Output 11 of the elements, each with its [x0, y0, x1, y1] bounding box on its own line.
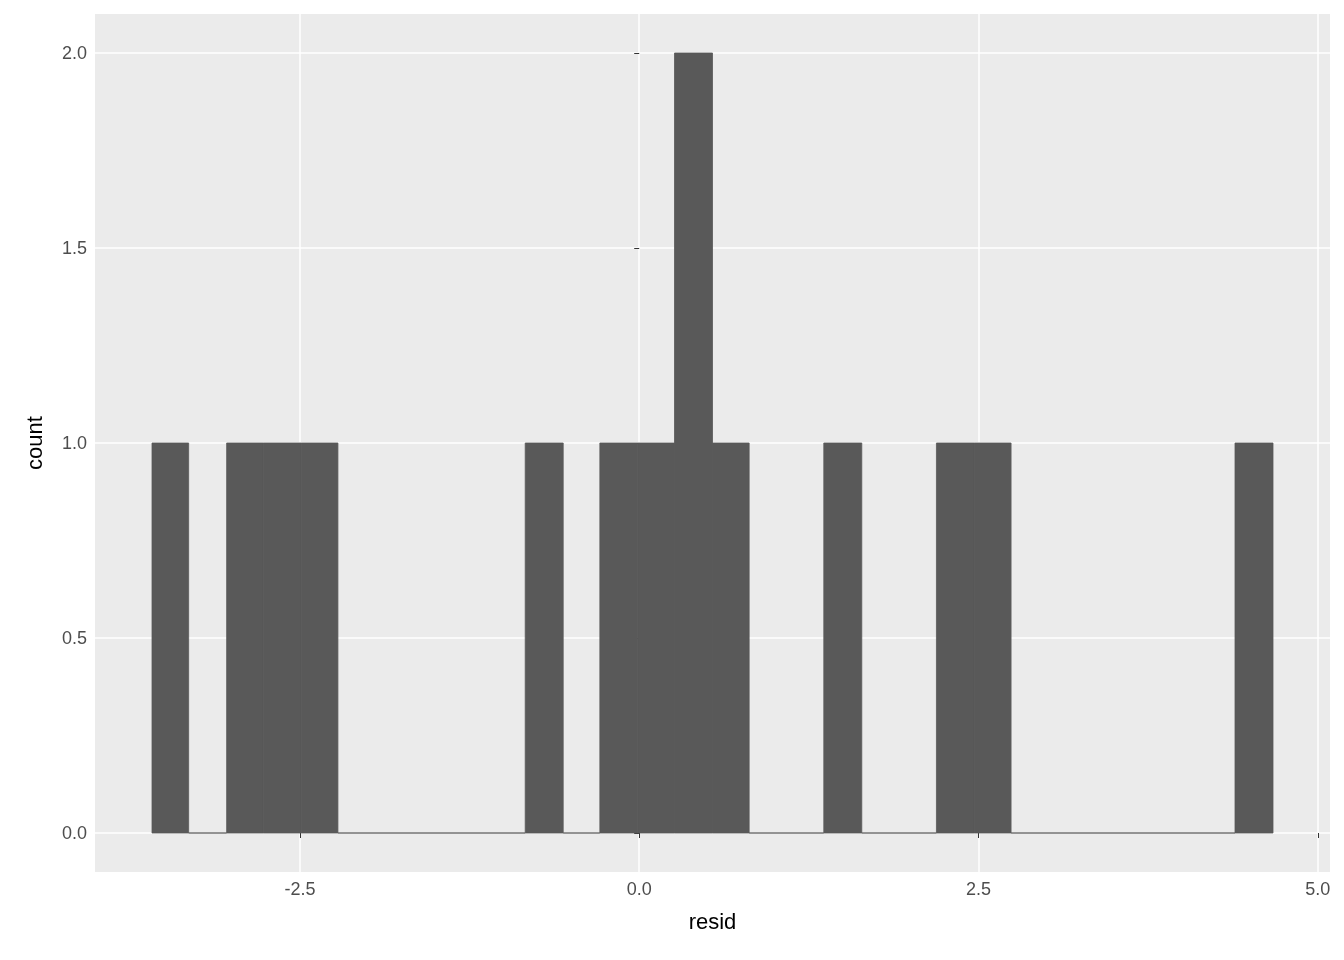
x-axis-title: resid — [688, 908, 737, 934]
x-tick-label: 2.5 — [965, 879, 992, 899]
x-tick-label: 0.0 — [626, 879, 652, 899]
y-axis-title: count — [21, 416, 47, 470]
x-tick-label: -2.5 — [284, 879, 316, 899]
y-tick-label: 1.0 — [61, 433, 87, 453]
x-tick-label: 5.0 — [1305, 879, 1331, 899]
y-tick-label: 0.0 — [61, 823, 87, 843]
y-tick-label: 0.5 — [61, 628, 87, 648]
y-tick-label: 1.5 — [61, 238, 87, 258]
y-tick-label: 2.0 — [61, 43, 87, 63]
